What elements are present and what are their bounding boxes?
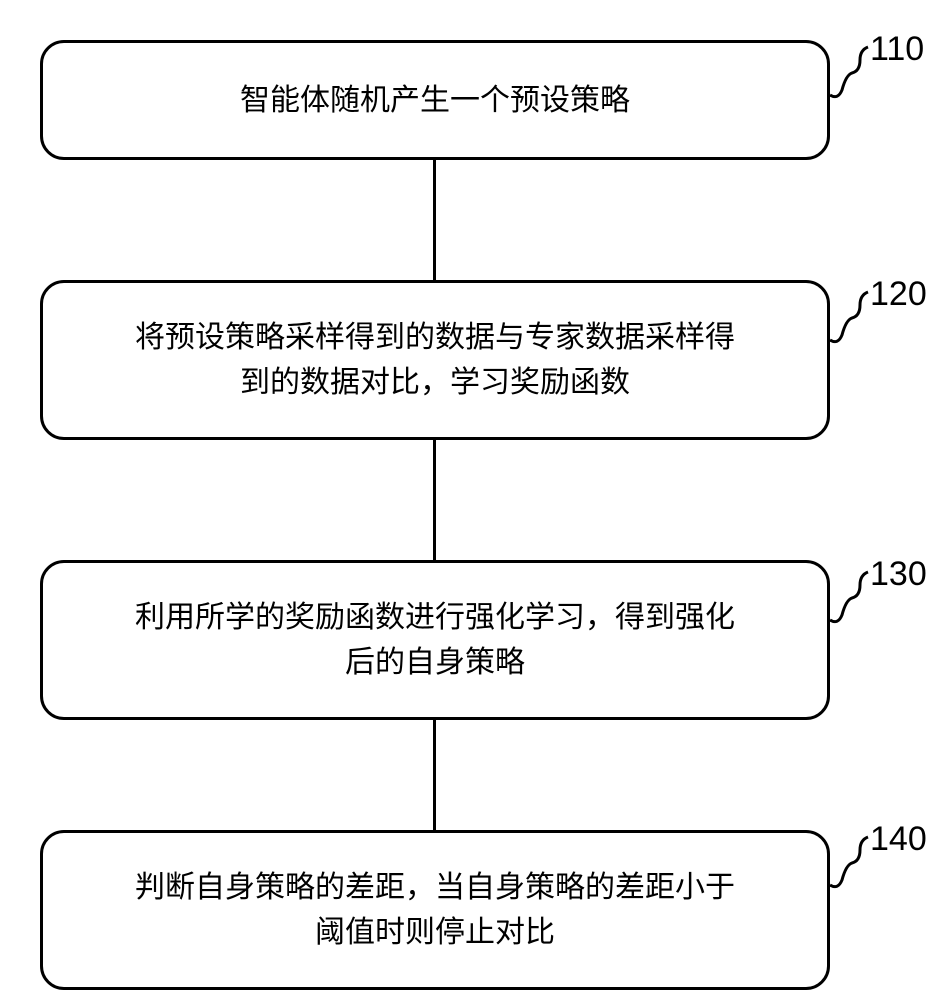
- connector-2: [433, 440, 436, 560]
- squiggle-130: [830, 570, 870, 630]
- step-text-110: 智能体随机产生一个预设策略: [240, 78, 630, 123]
- step-text-130: 利用所学的奖励函数进行强化学习，得到强化 后的自身策略: [135, 595, 735, 685]
- squiggle-140: [830, 835, 870, 895]
- flowchart-canvas: 智能体随机产生一个预设策略 110 将预设策略采样得到的数据与专家数据采样得 到…: [0, 0, 942, 1000]
- step-box-130: 利用所学的奖励函数进行强化学习，得到强化 后的自身策略: [40, 560, 830, 720]
- step-label-130: 130: [870, 555, 927, 594]
- squiggle-110: [830, 45, 870, 105]
- step-label-120: 120: [870, 275, 927, 314]
- squiggle-120: [830, 290, 870, 350]
- step-text-140: 判断自身策略的差距，当自身策略的差距小于 阈值时则停止对比: [135, 865, 735, 955]
- step-label-140: 140: [870, 820, 927, 859]
- step-text-120: 将预设策略采样得到的数据与专家数据采样得 到的数据对比，学习奖励函数: [135, 315, 735, 405]
- connector-3: [433, 720, 436, 830]
- step-box-140: 判断自身策略的差距，当自身策略的差距小于 阈值时则停止对比: [40, 830, 830, 990]
- step-label-110: 110: [870, 30, 924, 69]
- connector-1: [433, 160, 436, 280]
- step-box-120: 将预设策略采样得到的数据与专家数据采样得 到的数据对比，学习奖励函数: [40, 280, 830, 440]
- step-box-110: 智能体随机产生一个预设策略: [40, 40, 830, 160]
